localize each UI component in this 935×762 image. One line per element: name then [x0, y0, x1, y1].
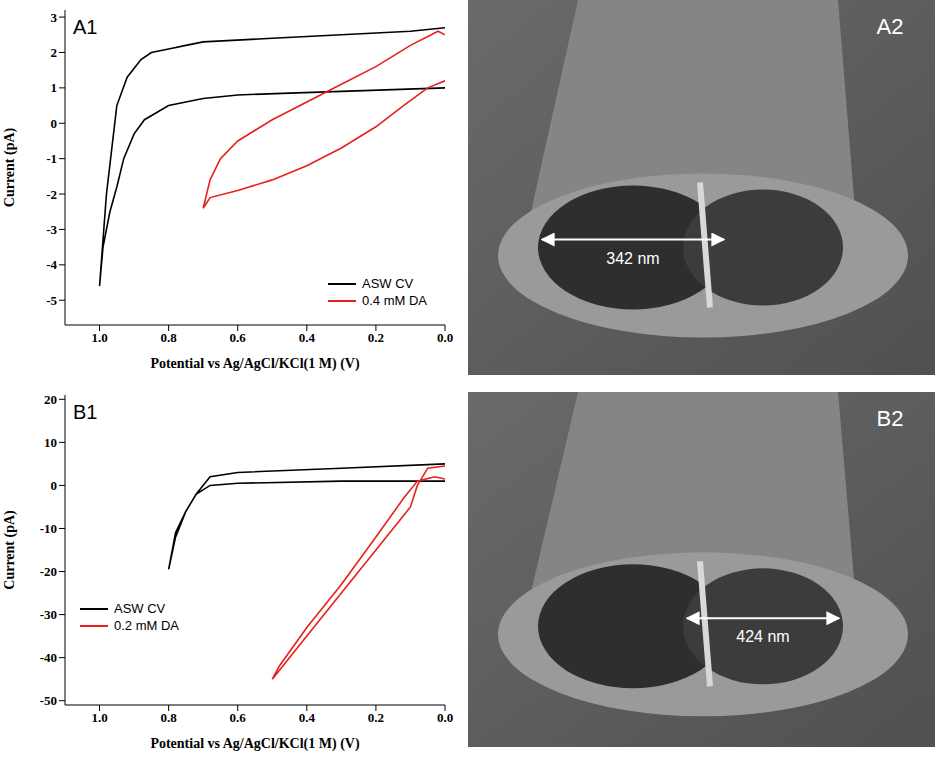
html-text:ASW CV: ASW CV [362, 276, 414, 291]
svg-text:-10: -10 [40, 521, 57, 536]
svg-text:20: 20 [44, 392, 57, 407]
svg-text:0.4: 0.4 [299, 710, 316, 725]
svg-text:Current (pA): Current (pA) [2, 127, 18, 207]
svg-text:1.0: 1.0 [91, 710, 107, 725]
svg-text:-3: -3 [46, 222, 57, 237]
svg-text:Current (pA): Current (pA) [2, 510, 18, 590]
svg-text:0: 0 [51, 478, 58, 493]
svg-text:0.2: 0.2 [368, 330, 384, 345]
svg-text:0.8: 0.8 [161, 710, 178, 725]
svg-text:0.4: 0.4 [299, 330, 316, 345]
svg-text:0.0: 0.0 [437, 710, 453, 725]
html-text:0.4 mM DA: 0.4 mM DA [362, 293, 427, 308]
svg-text:-2: -2 [46, 187, 57, 202]
svg-text:-40: -40 [40, 650, 57, 665]
svg-text:1.0: 1.0 [91, 330, 107, 345]
html-text:ASW CV: ASW CV [114, 601, 166, 616]
svg-text:Potential vs Ag/AgCl/KCl(1 M): Potential vs Ag/AgCl/KCl(1 M) (V) [150, 736, 360, 752]
svg-text:1: 1 [51, 80, 58, 95]
svg-text:-20: -20 [40, 564, 57, 579]
svg-text:0.6: 0.6 [230, 710, 247, 725]
svg-text:342 nm: 342 nm [606, 250, 659, 267]
svg-text:Potential vs Ag/AgCl/KCl(1 M): Potential vs Ag/AgCl/KCl(1 M) (V) [150, 356, 360, 372]
svg-text:A2: A2 [877, 14, 904, 39]
html-text:0.2 mM DA: 0.2 mM DA [114, 618, 179, 633]
svg-text:-30: -30 [40, 607, 57, 622]
svg-text:0.6: 0.6 [230, 330, 247, 345]
html-text:B1: B1 [73, 401, 98, 423]
svg-text:-5: -5 [46, 293, 57, 308]
svg-text:0.2: 0.2 [368, 710, 384, 725]
svg-text:-4: -4 [46, 257, 57, 272]
svg-text:2: 2 [51, 45, 58, 60]
svg-text:B2: B2 [877, 406, 904, 431]
svg-text:3: 3 [51, 10, 58, 25]
svg-text:0: 0 [51, 116, 58, 131]
svg-text:-1: -1 [46, 151, 57, 166]
html-text:A1: A1 [73, 16, 98, 38]
svg-text:0.8: 0.8 [161, 330, 178, 345]
svg-text:10: 10 [44, 435, 57, 450]
svg-text:-50: -50 [40, 693, 57, 708]
svg-text:424 nm: 424 nm [736, 628, 789, 645]
svg-text:0.0: 0.0 [437, 330, 453, 345]
